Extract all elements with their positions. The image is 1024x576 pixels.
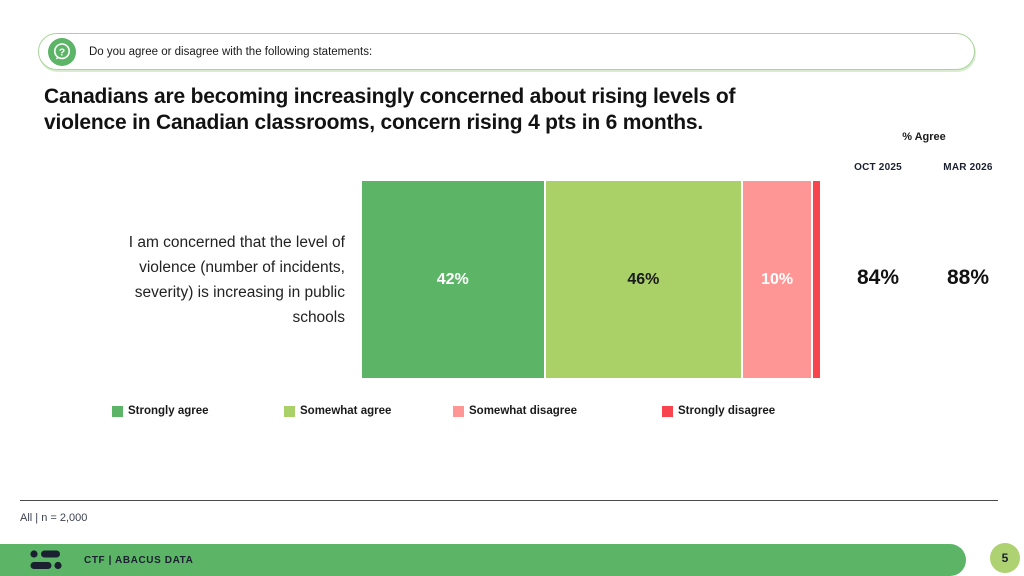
page-number-badge: 5	[990, 543, 1020, 573]
slide-title: Canadians are becoming increasingly conc…	[44, 85, 736, 134]
base-note: All | n = 2,000	[20, 512, 88, 524]
svg-text:?: ?	[59, 46, 65, 58]
agree-header: % Agree	[902, 131, 946, 143]
footer-bar: CTF | ABACUS DATA	[0, 544, 966, 576]
legend-item-strongly-agree: Strongly agree	[112, 405, 209, 417]
column-label-mar-2026: MAR 2026	[943, 162, 993, 173]
abacus-data-logo-icon	[30, 550, 62, 570]
brand-text: CTF | ABACUS DATA	[84, 554, 194, 566]
question-banner: ? Do you agree or disagree with the foll…	[38, 33, 975, 70]
bar-segment-somewhat-agree: 46%	[545, 181, 742, 378]
legend-item-strongly-disagree: Strongly disagree	[662, 405, 775, 417]
column-label-oct-2025: OCT 2025	[854, 162, 902, 173]
bar-segment-strongly-disagree	[812, 181, 821, 378]
legend-label: Strongly agree	[128, 405, 209, 417]
question-banner-text: Do you agree or disagree with the follow…	[89, 45, 373, 58]
footer-divider	[20, 500, 998, 501]
bar-segment-somewhat-disagree: 10%	[743, 181, 811, 378]
legend-swatch-strongly-disagree	[662, 405, 673, 417]
legend-label: Somewhat disagree	[469, 405, 578, 417]
agree-value-mar-2026: 88%	[946, 266, 990, 289]
legend-label: Somewhat agree	[300, 405, 392, 417]
legend-item-somewhat-disagree: Somewhat disagree	[453, 405, 577, 417]
legend-label: Strongly disagree	[678, 405, 776, 417]
legend-swatch-somewhat-disagree	[453, 405, 464, 417]
bar-segment-strongly-agree: 42%	[362, 181, 544, 378]
question-bubble-icon: ?	[48, 38, 76, 66]
segment-value-label: 46%	[627, 270, 660, 288]
stacked-bar: 42% 46% 10%	[362, 181, 821, 378]
legend-swatch-strongly-agree	[112, 405, 123, 417]
segment-value-label: 10%	[761, 270, 794, 288]
segment-value-label: 42%	[436, 270, 469, 288]
agree-value-oct-2025: 84%	[856, 266, 900, 289]
legend-swatch-somewhat-agree	[284, 405, 295, 417]
legend-item-somewhat-agree: Somewhat agree	[284, 405, 391, 417]
statement-label: I am concerned that the level of violenc…	[128, 234, 345, 326]
